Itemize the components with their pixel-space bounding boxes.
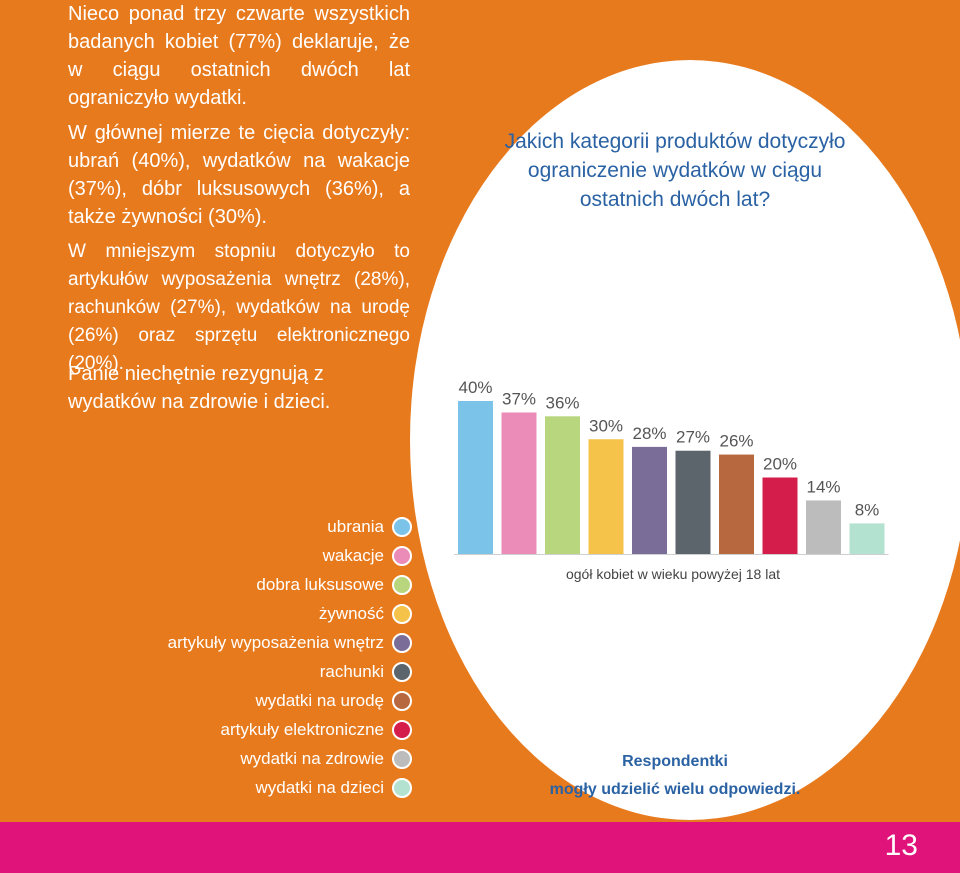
respondents-note: Respondentki mogły udzielić wielu odpowi… <box>520 748 830 804</box>
chart-legend: ubrania wakacje dobra luksusowe żywność arty… <box>130 512 412 803</box>
bar-2 <box>545 416 580 554</box>
legend-label-9: wydatki na dzieci <box>255 778 384 798</box>
chart-x-label: ogół kobiet w wieku powyżej 18 lat <box>566 566 780 582</box>
bar-9 <box>849 523 885 554</box>
legend-label-7: artykuły elektroniczne <box>220 720 384 740</box>
minor-cuts-paragraph: W mniejszym stopniu dotyczyło to artykuł… <box>68 241 410 374</box>
bar-value-label-1: 37% <box>502 389 536 408</box>
bar-0 <box>458 401 493 554</box>
note-line-2: mogły udzielić wielu odpowiedzi. <box>549 781 801 798</box>
legend-item-1: wakacje <box>130 541 412 570</box>
bar-value-label-6: 26% <box>719 432 753 451</box>
bar-value-label-4: 28% <box>632 424 666 443</box>
legend-item-3: żywność <box>130 599 412 628</box>
bar-value-label-3: 30% <box>589 416 623 435</box>
legend-swatch-1 <box>392 545 412 566</box>
legend-label-8: wydatki na zdrowie <box>240 749 384 769</box>
footer-bar <box>0 822 960 873</box>
legend-swatch-4 <box>392 632 412 653</box>
legend-swatch-8 <box>392 749 412 770</box>
bar-4 <box>632 446 667 554</box>
legend-item-6: wydatki na urodę <box>130 687 412 716</box>
legend-item-8: wydatki na zdrowie <box>130 745 412 774</box>
legend-label-1: wakacje <box>322 545 384 565</box>
intro-paragraph: Nieco ponad trzy czwarte wszystkich bada… <box>68 3 410 109</box>
legend-swatch-6 <box>392 691 412 712</box>
legend-item-2: dobra luksusowe <box>130 570 412 599</box>
legend-swatch-5 <box>392 662 412 683</box>
legend-label-4: artykuły wyposażenia wnętrz <box>167 632 384 652</box>
bar-6 <box>719 454 754 554</box>
bar-5 <box>675 450 711 554</box>
legend-label-6: wydatki na urodę <box>255 691 384 711</box>
legend-label-0: ubrania <box>327 516 384 536</box>
bar-value-label-0: 40% <box>458 378 492 397</box>
legend-item-7: artykuły elektroniczne <box>130 716 412 745</box>
bar-value-label-7: 20% <box>763 455 797 474</box>
note-line-1: Respondentki <box>622 753 728 770</box>
legend-swatch-2 <box>392 574 412 595</box>
main-cuts-paragraph: W głównej mierze te cięcia dotyczyły: ub… <box>68 122 410 228</box>
legend-swatch-9 <box>392 778 412 799</box>
bar-value-label-8: 14% <box>806 477 840 496</box>
legend-swatch-0 <box>392 516 412 537</box>
bar-1 <box>501 412 537 554</box>
legend-label-3: żywność <box>318 603 384 623</box>
bar-value-label-5: 27% <box>676 428 710 447</box>
legend-item-4: artykuły wyposażenia wnętrz <box>130 628 412 657</box>
bar-7 <box>762 477 798 554</box>
legend-swatch-7 <box>392 720 412 741</box>
legend-item-9: wydatki na dzieci <box>130 774 412 803</box>
bar-value-label-2: 36% <box>545 393 579 412</box>
bar-value-label-9: 8% <box>855 500 880 519</box>
legend-item-0: ubrania <box>130 512 412 541</box>
chart-title: Jakich kategorii produktów dotyczyło ogr… <box>504 130 846 211</box>
bar-8 <box>806 500 841 554</box>
legend-swatch-3 <box>392 603 412 624</box>
legend-label-2: dobra luksusowe <box>256 574 384 594</box>
page-number: 13 <box>884 829 918 862</box>
reluctance-paragraph: Panie niechętnie rezygnują z wydatków na… <box>68 363 331 413</box>
bar-3 <box>588 439 624 554</box>
legend-item-5: rachunki <box>130 657 412 686</box>
legend-label-5: rachunki <box>319 662 384 682</box>
